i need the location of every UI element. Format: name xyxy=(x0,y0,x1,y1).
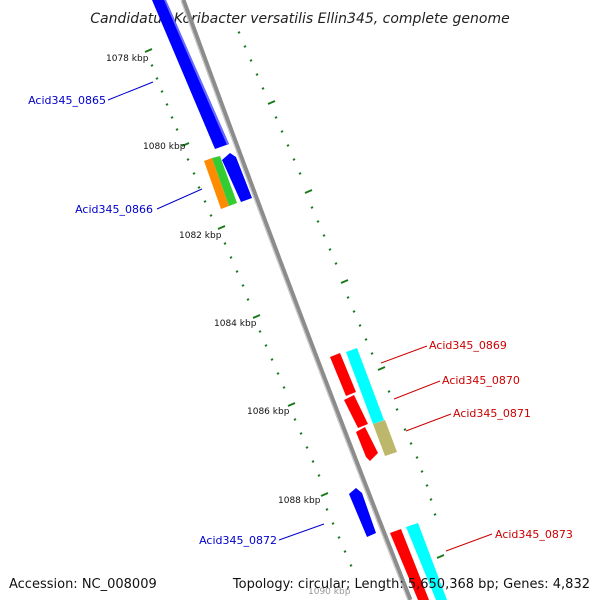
gene-acid345-0866[interactable] xyxy=(222,153,252,202)
gene-label-left[interactable]: Acid345_0872 xyxy=(199,534,277,547)
scale-label: 1080 kbp xyxy=(143,142,186,152)
gene-acid345-0865[interactable] xyxy=(152,0,229,149)
scale-label: 1090 kbp xyxy=(308,587,351,597)
scale-label: 1082 kbp xyxy=(179,231,222,241)
gene-label-right[interactable]: Acid345_0869 xyxy=(429,339,507,352)
scale-label: 1086 kbp xyxy=(247,407,290,417)
gene-acid345-0870[interactable] xyxy=(344,395,368,428)
gene-cyan-bottom[interactable] xyxy=(406,523,447,600)
gene-label-right[interactable]: Acid345_0871 xyxy=(453,407,531,420)
gene-acid345-0872[interactable] xyxy=(349,488,376,537)
gene-acid345-0865-highlight xyxy=(164,0,229,145)
gene-label-right[interactable]: Acid345_0870 xyxy=(442,374,520,387)
genome-backbone-highlight xyxy=(180,0,409,600)
scale-label: 1078 kbp xyxy=(106,54,149,64)
scale-label: 1088 kbp xyxy=(278,496,321,506)
gene-red-small[interactable] xyxy=(356,427,378,461)
map-title: Candidatus Koribacter versatilis Ellin34… xyxy=(90,11,509,27)
gene-acid345-0873[interactable] xyxy=(390,529,429,600)
scale-label: 1084 kbp xyxy=(214,319,257,329)
gene-cyan-long[interactable] xyxy=(346,348,384,424)
inner-tick-track xyxy=(144,48,353,567)
topology-text: Topology: circular; Length: 5,650,368 bp… xyxy=(232,577,590,592)
gene-acid345-0869[interactable] xyxy=(330,353,356,396)
left-leader-lines xyxy=(107,81,325,541)
gene-orange[interactable] xyxy=(204,158,229,209)
accession-text: Accession: NC_008009 xyxy=(9,577,157,592)
outer-tick-track xyxy=(237,31,445,559)
gene-label-left[interactable]: Acid345_0866 xyxy=(75,203,153,216)
gene-green[interactable] xyxy=(212,156,237,206)
right-leader-lines xyxy=(380,345,493,552)
genome-backbone xyxy=(180,0,413,600)
gene-label-left[interactable]: Acid345_0865 xyxy=(28,94,106,107)
gene-label-right[interactable]: Acid345_0873 xyxy=(495,528,573,541)
gene-acid345-0871[interactable] xyxy=(373,420,397,456)
